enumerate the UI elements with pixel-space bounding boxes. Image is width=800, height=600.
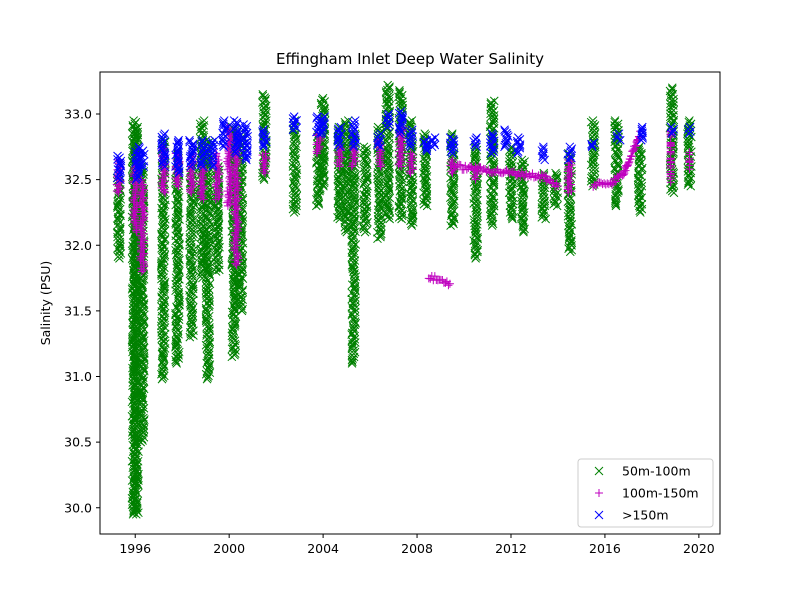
plot-area bbox=[112, 80, 696, 519]
legend-frame bbox=[577, 458, 714, 528]
legend-marker-0 bbox=[594, 466, 604, 476]
legend-marker-2 bbox=[594, 510, 604, 520]
axes-frame bbox=[99, 71, 721, 535]
series-1-range-2 bbox=[136, 175, 149, 276]
series-1-range-13 bbox=[347, 142, 360, 171]
series-2-range-25 bbox=[485, 129, 499, 158]
series-0-range-35 bbox=[633, 142, 647, 217]
series-2-range-10 bbox=[239, 120, 253, 165]
x-tick-label: 2016 bbox=[589, 541, 621, 556]
y-tick-label: 30.5 bbox=[64, 435, 92, 450]
series-2-range-32 bbox=[636, 122, 647, 145]
series-2-range-0 bbox=[113, 151, 126, 184]
x-tick-label: 2020 bbox=[683, 541, 715, 556]
series-2-range-2 bbox=[135, 146, 149, 171]
series-2-range-9 bbox=[229, 116, 243, 158]
y-tick-label: 33.0 bbox=[64, 107, 92, 122]
series-2-range-19 bbox=[394, 107, 408, 139]
series-1-range-19 bbox=[563, 155, 576, 197]
series-1-segment-2 bbox=[542, 175, 562, 191]
series-0-range-17 bbox=[340, 116, 354, 237]
series-2-range-28 bbox=[537, 142, 550, 165]
series-2-range-4 bbox=[171, 135, 184, 178]
series-2-range-18 bbox=[381, 109, 394, 132]
series-0-range-19 bbox=[358, 142, 372, 237]
series-2-range-21 bbox=[419, 135, 432, 156]
series-2-range-22 bbox=[427, 133, 440, 152]
y-tick-label: 31.0 bbox=[64, 369, 92, 384]
series-2-range-31 bbox=[612, 129, 625, 145]
series-2-range-34 bbox=[683, 122, 695, 139]
legend: 50m-100m 100m-150m >150m bbox=[577, 458, 714, 528]
series-2-range-20 bbox=[404, 125, 418, 152]
series-1-segment-1 bbox=[450, 160, 551, 183]
y-axis-label: Salinity (PSU) bbox=[38, 261, 53, 346]
legend-label-0: 50m-100m bbox=[622, 464, 691, 479]
chart-title: Effingham Inlet Deep Water Salinity bbox=[276, 50, 544, 68]
series-1-range-6 bbox=[196, 162, 209, 204]
series-1-segment-7 bbox=[685, 148, 694, 174]
series-2-range-6 bbox=[196, 135, 209, 171]
y-tick-label: 31.5 bbox=[64, 303, 92, 318]
series-2 bbox=[113, 107, 695, 184]
x-tick-label: 2004 bbox=[307, 541, 339, 556]
series-2-range-5 bbox=[185, 135, 198, 171]
series-2-range-27 bbox=[511, 133, 525, 158]
series-1-range-10 bbox=[258, 149, 271, 178]
x-axis: 1996 2000 2004 2008 2012 2016 2020 bbox=[119, 534, 715, 556]
series-2-range-15 bbox=[333, 122, 346, 152]
series-2-range-8 bbox=[218, 116, 231, 152]
y-axis: 30.0 30.5 31.0 31.5 32.0 32.5 33.0 bbox=[64, 107, 100, 515]
series-1-range-12 bbox=[333, 142, 346, 171]
legend-label-2: >150m bbox=[622, 508, 669, 523]
series-2-range-30 bbox=[587, 138, 599, 152]
series-1-segment-0 bbox=[424, 272, 454, 290]
series-2-range-16 bbox=[347, 116, 361, 152]
x-tick-label: 2008 bbox=[401, 541, 433, 556]
series-2-range-33 bbox=[666, 122, 679, 139]
x-tick-label: 1996 bbox=[119, 541, 151, 556]
x-tick-label: 2012 bbox=[495, 541, 527, 556]
series-2-range-12 bbox=[288, 112, 301, 135]
y-tick-label: 32.5 bbox=[64, 172, 92, 187]
legend-label-1: 100m-150m bbox=[622, 486, 699, 501]
series-2-range-29 bbox=[563, 142, 577, 165]
series-2-range-24 bbox=[469, 133, 481, 152]
series-0-range-8 bbox=[201, 135, 215, 384]
series-1-range-16 bbox=[405, 149, 417, 178]
x-tick-label: 2000 bbox=[213, 541, 245, 556]
series-2-range-3 bbox=[157, 129, 170, 171]
series-2-range-26 bbox=[500, 125, 513, 152]
legend-marker-1 bbox=[595, 489, 603, 497]
series-2-range-11 bbox=[258, 125, 271, 152]
y-tick-label: 30.0 bbox=[64, 500, 92, 515]
y-tick-label: 32.0 bbox=[64, 238, 92, 253]
series-2-range-17 bbox=[373, 129, 386, 152]
series-2-range-7 bbox=[206, 135, 220, 171]
series-2-range-14 bbox=[317, 112, 329, 139]
series-2-range-23 bbox=[445, 133, 459, 158]
